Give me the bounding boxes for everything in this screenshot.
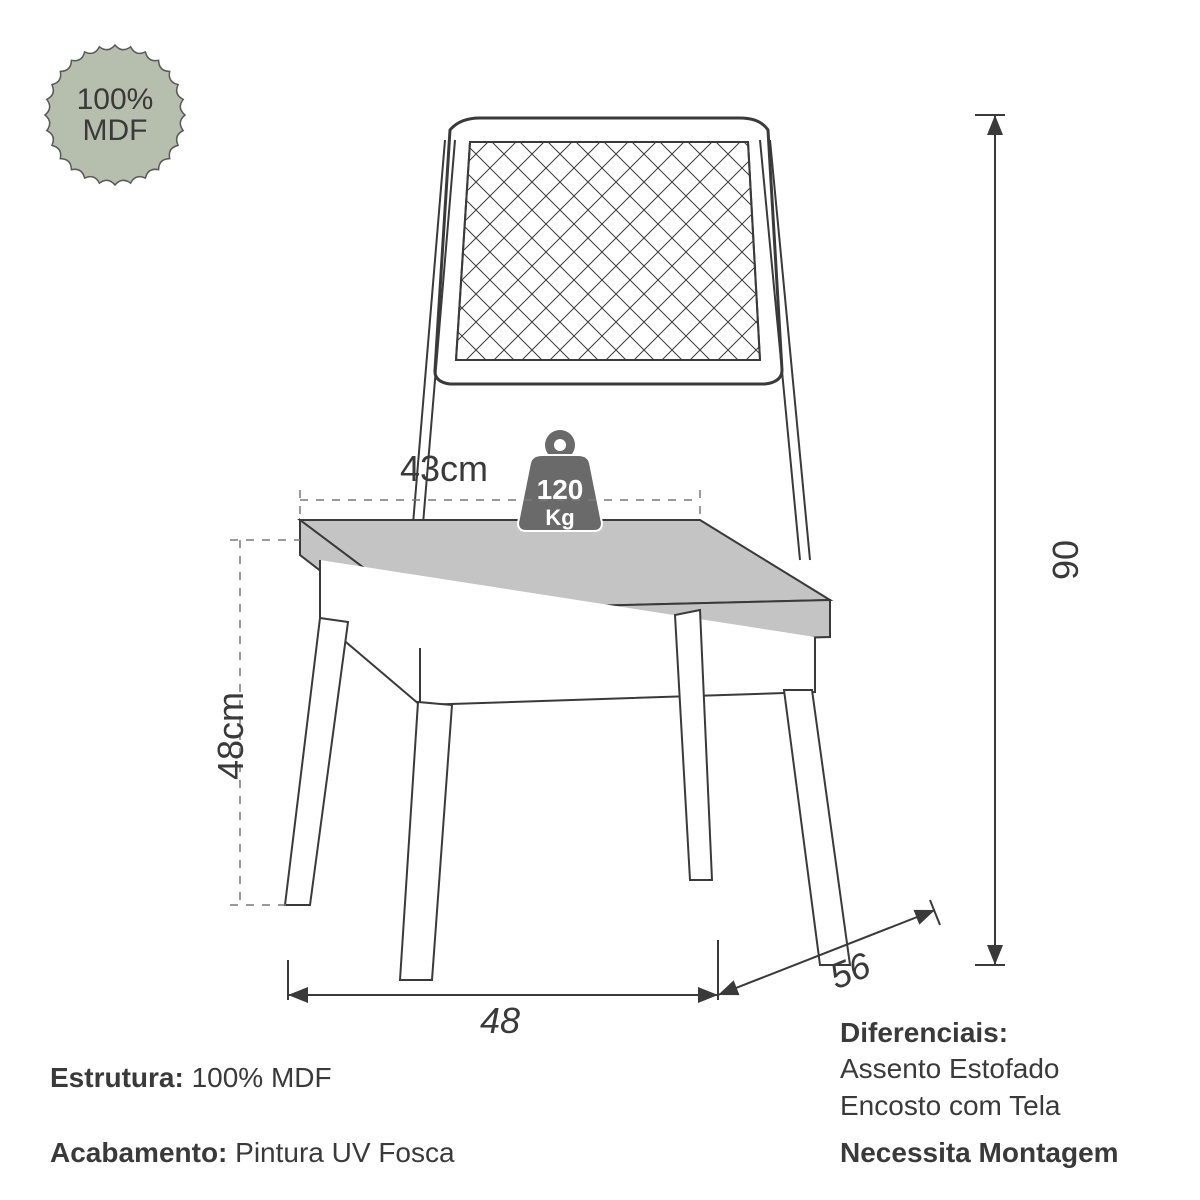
page: 100% MDF [0,0,1200,1200]
spec-estrutura-label: Estrutura: [50,1062,184,1093]
spec-acabamento: Acabamento: Pintura UV Fosca [50,1135,455,1171]
dim-height: 90 [1045,540,1087,580]
spec-diferenciais-1: Assento Estofado [840,1053,1059,1084]
dim-seat-depth: 43cm [400,448,488,490]
chair-back [410,118,810,560]
weight-unit: Kg [545,505,574,530]
spec-diferenciais: Diferenciais: Assento Estofado Encosto c… [840,1015,1061,1124]
spec-montagem-text: Necessita Montagem [840,1137,1119,1168]
spec-acabamento-label: Acabamento: [50,1137,227,1168]
spec-montagem: Necessita Montagem [840,1135,1119,1171]
dim-seat-height: 48cm [210,692,252,780]
spec-estrutura: Estrutura: 100% MDF [50,1060,332,1096]
spec-estrutura-value: 100% MDF [192,1062,332,1093]
chair-seat [300,520,830,705]
weight-capacity-icon: 120 Kg [518,430,602,531]
dim-width: 48 [480,1000,520,1042]
spec-diferenciais-label: Diferenciais: [840,1017,1008,1048]
spec-acabamento-value: Pintura UV Fosca [235,1137,454,1168]
spec-diferenciais-2: Encosto com Tela [840,1090,1061,1121]
